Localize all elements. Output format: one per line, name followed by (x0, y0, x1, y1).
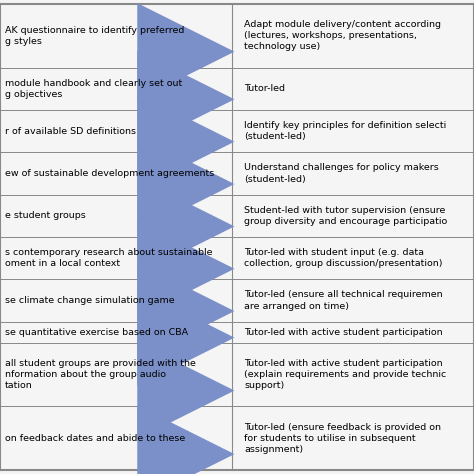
Text: Tutor-led with active student participation
(explain requirements and provide te: Tutor-led with active student participat… (244, 359, 447, 390)
Text: on feedback dates and abide to these: on feedback dates and abide to these (5, 434, 185, 443)
Text: se quantitative exercise based on CBA: se quantitative exercise based on CBA (5, 328, 188, 337)
Text: e student groups: e student groups (5, 211, 86, 220)
Text: Understand challenges for policy makers
(student-led): Understand challenges for policy makers … (244, 164, 439, 183)
Text: Tutor-led: Tutor-led (244, 84, 285, 93)
Text: AK questionnaire to identify preferred
g styles: AK questionnaire to identify preferred g… (5, 26, 184, 46)
Text: Student-led with tutor supervision (ensure
group diversity and encourage partici: Student-led with tutor supervision (ensu… (244, 206, 447, 226)
Text: se climate change simulation game: se climate change simulation game (5, 296, 174, 305)
Text: r of available SD definitions: r of available SD definitions (5, 127, 136, 136)
Text: s contemporary research about sustainable
oment in a local context: s contemporary research about sustainabl… (5, 248, 212, 268)
Text: Tutor-led (ensure feedback is provided on
for students to utilise in subsequent
: Tutor-led (ensure feedback is provided o… (244, 423, 441, 454)
Text: Identify key principles for definition selecti
(student-led): Identify key principles for definition s… (244, 121, 447, 141)
Text: Tutor-led with active student participation: Tutor-led with active student participat… (244, 328, 443, 337)
Text: ew of sustainable development agreements: ew of sustainable development agreements (5, 169, 214, 178)
Text: all student groups are provided with the
nformation about the group audio
tation: all student groups are provided with the… (5, 359, 196, 390)
Text: Tutor-led (ensure all technical requiremen
are arranged on time): Tutor-led (ensure all technical requirem… (244, 291, 443, 310)
Text: Tutor-led with student input (e.g. data
collection, group discussion/presentatio: Tutor-led with student input (e.g. data … (244, 248, 443, 268)
Text: module handbook and clearly set out
g objectives: module handbook and clearly set out g ob… (5, 79, 182, 99)
Text: Adapt module delivery/content according
(lectures, workshops, presentations,
tec: Adapt module delivery/content according … (244, 20, 441, 51)
